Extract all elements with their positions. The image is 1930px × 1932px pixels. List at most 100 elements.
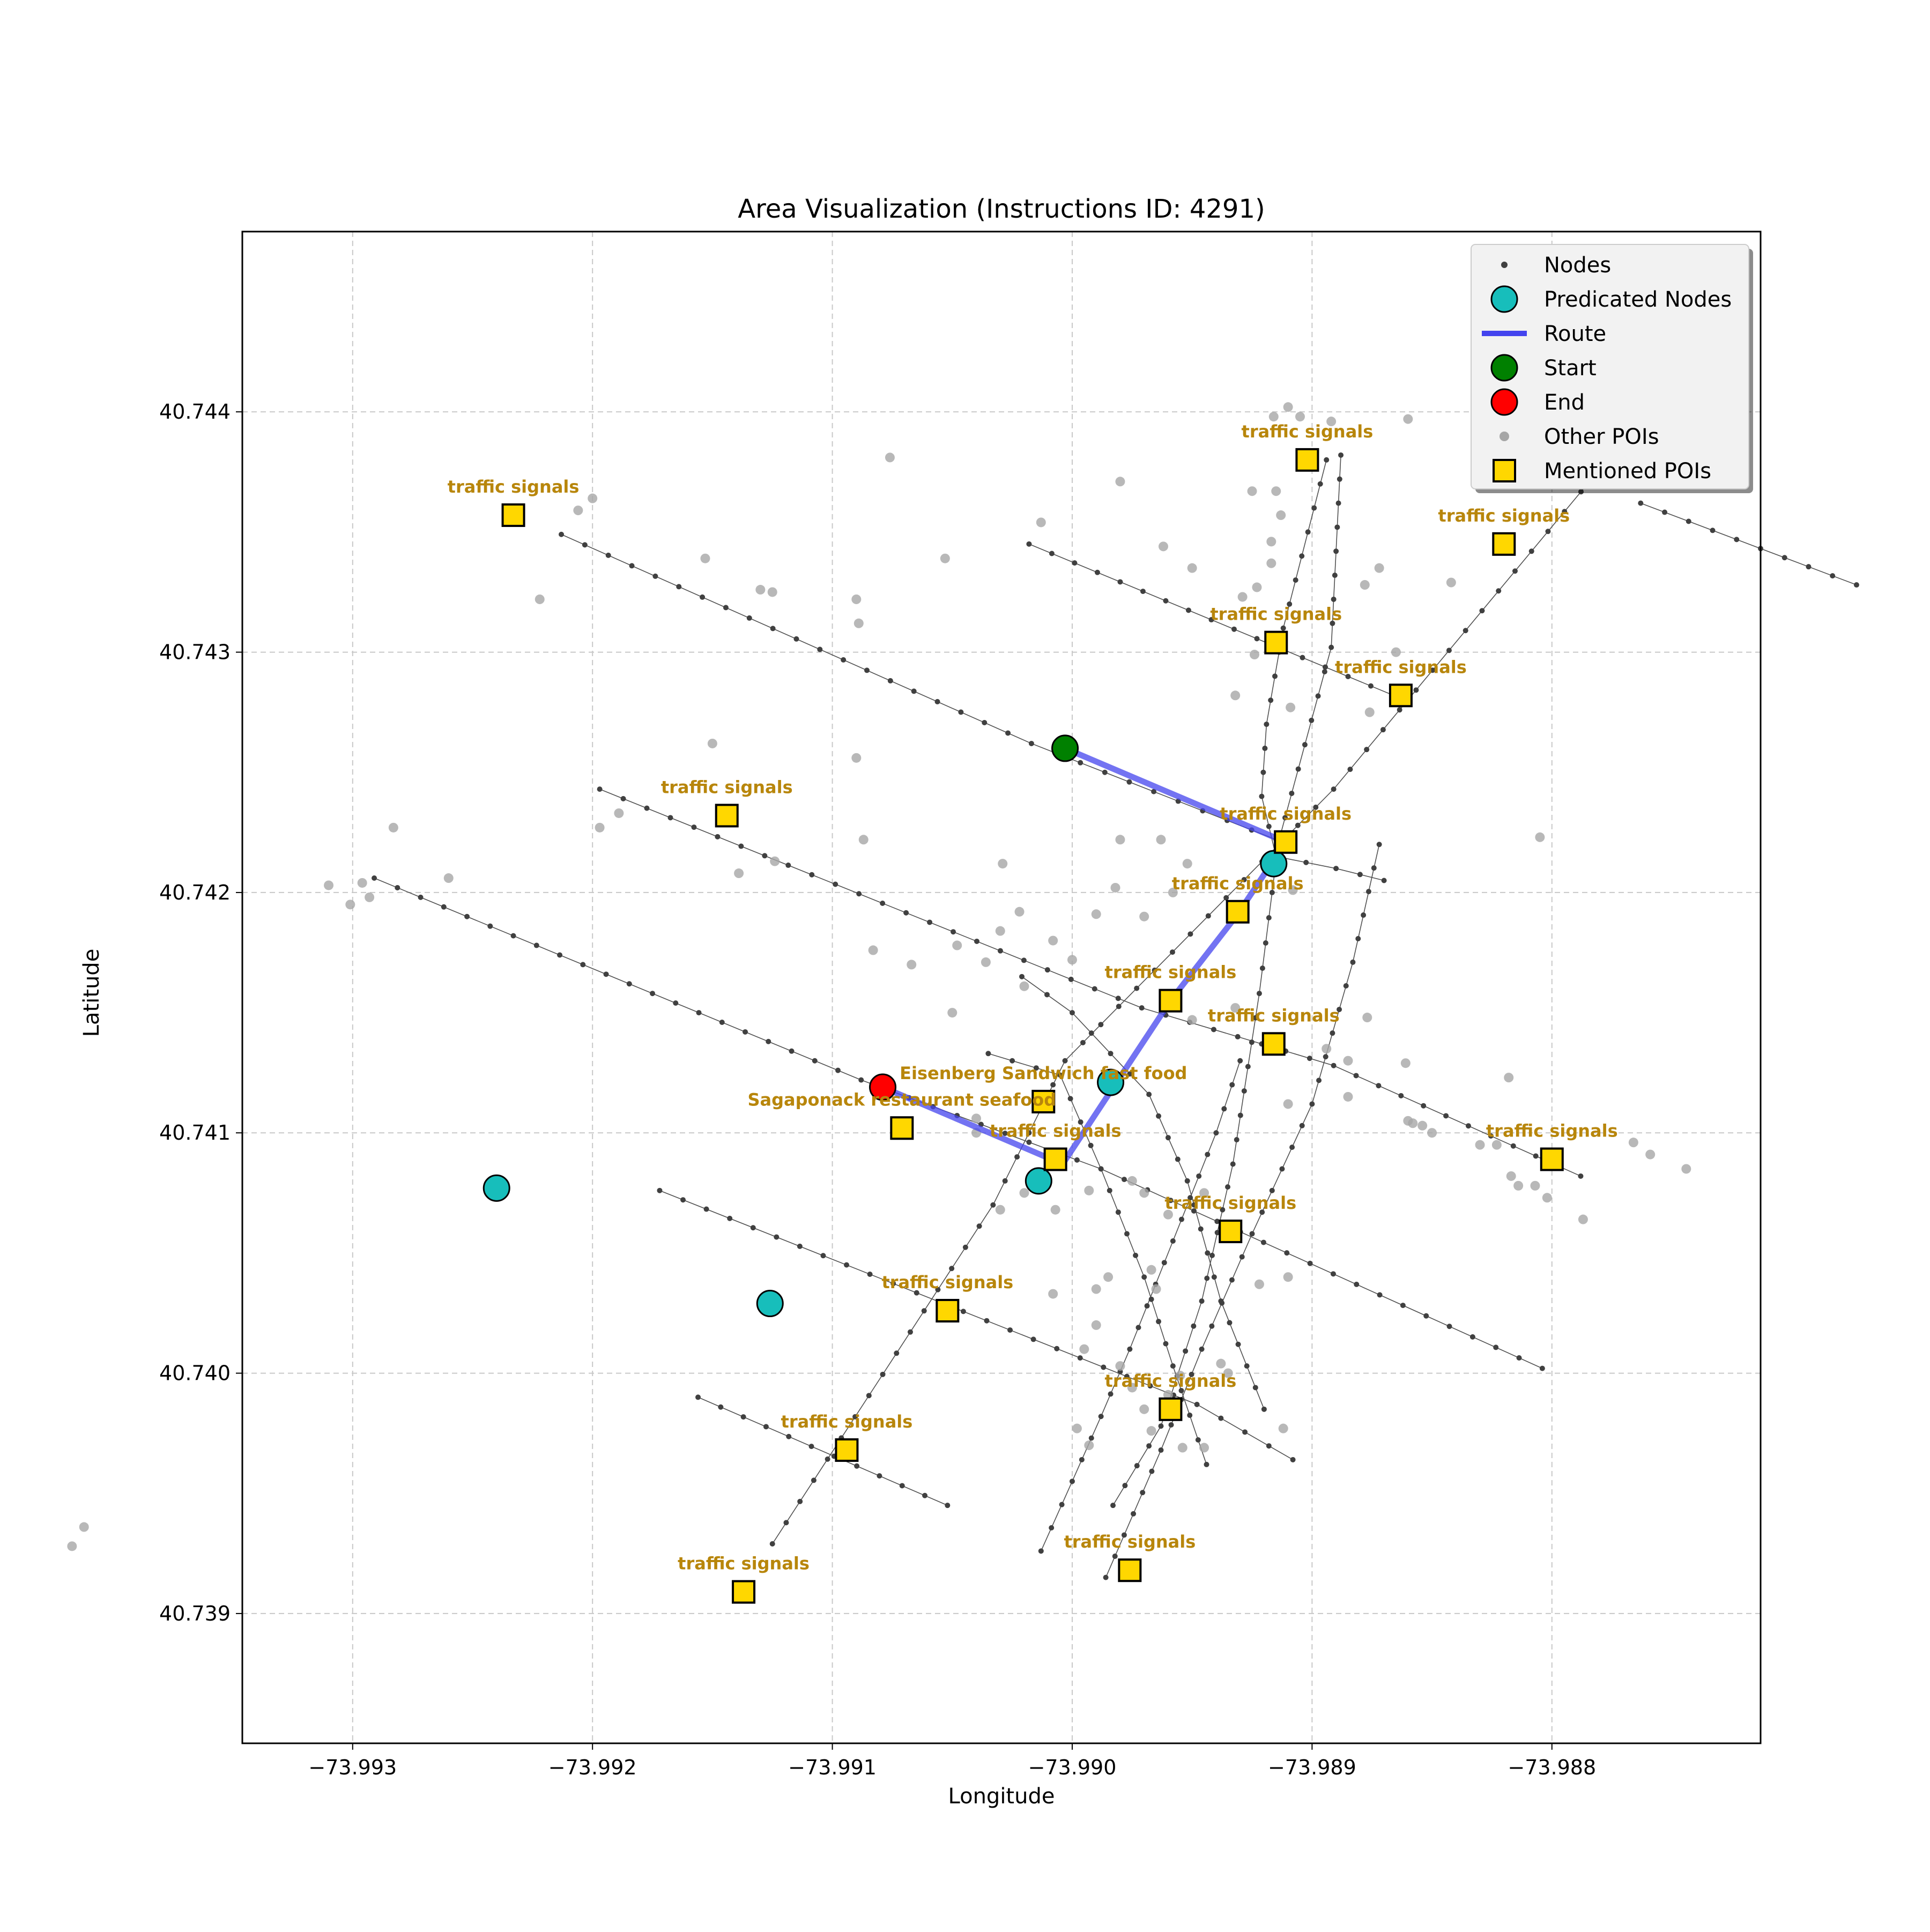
road-node xyxy=(1225,1184,1231,1190)
road-node xyxy=(652,573,658,579)
road-node xyxy=(1443,1113,1449,1119)
road-node xyxy=(1299,553,1305,559)
road-node xyxy=(1214,1218,1220,1224)
road-node xyxy=(1208,617,1214,623)
mentioned-poi-label: Eisenberg Sandwich fast food xyxy=(900,1063,1187,1083)
other-poi xyxy=(1151,1284,1161,1294)
mentioned-pois xyxy=(501,448,1564,1604)
road-node xyxy=(1446,1324,1452,1329)
other-poi xyxy=(1400,1058,1411,1068)
road-node xyxy=(1496,588,1502,594)
road-segment xyxy=(374,878,1543,1369)
road-node xyxy=(1227,1320,1233,1326)
road-node xyxy=(1211,1274,1217,1280)
legend-box xyxy=(1471,244,1749,489)
road-node xyxy=(1638,500,1644,506)
road-node xyxy=(1127,1071,1133,1077)
other-poi xyxy=(1230,690,1241,701)
road-node xyxy=(1309,717,1315,723)
other-poi xyxy=(1110,882,1120,893)
other-poi xyxy=(885,452,895,463)
road-node xyxy=(657,1187,663,1193)
road-node xyxy=(1272,673,1278,679)
road-node xyxy=(1479,608,1485,614)
road-node xyxy=(1331,786,1337,792)
road-node xyxy=(770,626,776,631)
other-poi xyxy=(851,594,862,604)
road-node xyxy=(1170,1238,1176,1244)
road-node xyxy=(985,1051,991,1057)
road-node xyxy=(1493,1344,1499,1350)
mentioned-poi-marker xyxy=(1389,683,1413,708)
other-poi xyxy=(1127,1176,1137,1186)
road-node xyxy=(1244,1363,1250,1369)
road-node xyxy=(907,1329,913,1335)
road-node xyxy=(1328,644,1334,650)
road-node xyxy=(1078,1119,1083,1125)
other-poi xyxy=(1506,1171,1516,1181)
mentioned-poi-marker xyxy=(1261,1032,1286,1056)
other-poi xyxy=(1014,906,1025,917)
other-poi xyxy=(1283,1099,1293,1109)
road-segment xyxy=(1640,502,1857,585)
road-node xyxy=(1187,1195,1193,1201)
mentioned-poi-label: traffic signals xyxy=(781,1411,913,1432)
road-node xyxy=(820,1253,826,1259)
mentioned-poi-label: traffic signals xyxy=(1210,604,1342,625)
mentioned-poi-label: traffic signals xyxy=(881,1272,1013,1292)
road-node xyxy=(1149,1468,1155,1474)
road-node xyxy=(1115,1209,1121,1215)
road-node xyxy=(1204,1461,1209,1467)
other-poi xyxy=(1535,832,1545,842)
road-node xyxy=(1189,1371,1194,1377)
road-node xyxy=(1237,1112,1243,1118)
road-node xyxy=(464,913,470,919)
other-poi xyxy=(1403,414,1413,424)
x-axis-label: Longitude xyxy=(948,1784,1055,1809)
other-poi xyxy=(940,553,950,563)
road-node xyxy=(1156,1113,1162,1119)
other-poi xyxy=(907,960,917,970)
road-node xyxy=(559,531,565,537)
road-node xyxy=(1098,1022,1104,1028)
other-poi xyxy=(1072,1423,1082,1433)
chart-title: Area Visualization (Instructions ID: 429… xyxy=(738,194,1265,224)
road-node xyxy=(1218,1415,1224,1421)
other-poi xyxy=(1254,1279,1264,1289)
road-node xyxy=(1139,1005,1145,1011)
legend-label: End xyxy=(1544,390,1585,415)
other-poi xyxy=(1343,1091,1353,1102)
legend-symbol xyxy=(1500,432,1509,441)
road-node xyxy=(1259,793,1265,799)
road-node xyxy=(1252,1385,1258,1391)
mentioned-poi-label: traffic signals xyxy=(1164,1193,1296,1213)
road-node xyxy=(1302,742,1308,748)
road-node xyxy=(763,1424,769,1430)
other-poi xyxy=(1681,1164,1691,1174)
other-poi xyxy=(1177,1443,1187,1453)
mentioned-poi-label: traffic signals xyxy=(678,1554,810,1574)
road-node xyxy=(1131,1511,1137,1517)
other-poi xyxy=(1491,1140,1502,1150)
road-node xyxy=(1289,790,1295,796)
road-segment xyxy=(697,1396,948,1506)
road-node xyxy=(1545,529,1551,534)
road-node xyxy=(1127,1346,1133,1352)
road-node xyxy=(1313,804,1319,810)
mentioned-poi-marker xyxy=(1031,1089,1056,1113)
road-node xyxy=(1229,1082,1235,1088)
road-node xyxy=(785,863,791,868)
road-node xyxy=(1101,1364,1107,1370)
road-node xyxy=(1049,1525,1055,1530)
road-node xyxy=(1307,1056,1312,1061)
legend-label: Mentioned POIs xyxy=(1544,459,1711,484)
road-node xyxy=(1400,1303,1406,1309)
other-poi xyxy=(1048,1289,1058,1299)
x-tick-label: −73.990 xyxy=(1028,1756,1117,1779)
road-node xyxy=(817,647,823,652)
road-node xyxy=(1290,1457,1296,1462)
y-tick-label: 40.744 xyxy=(159,400,231,423)
other-poi xyxy=(1091,1284,1101,1294)
